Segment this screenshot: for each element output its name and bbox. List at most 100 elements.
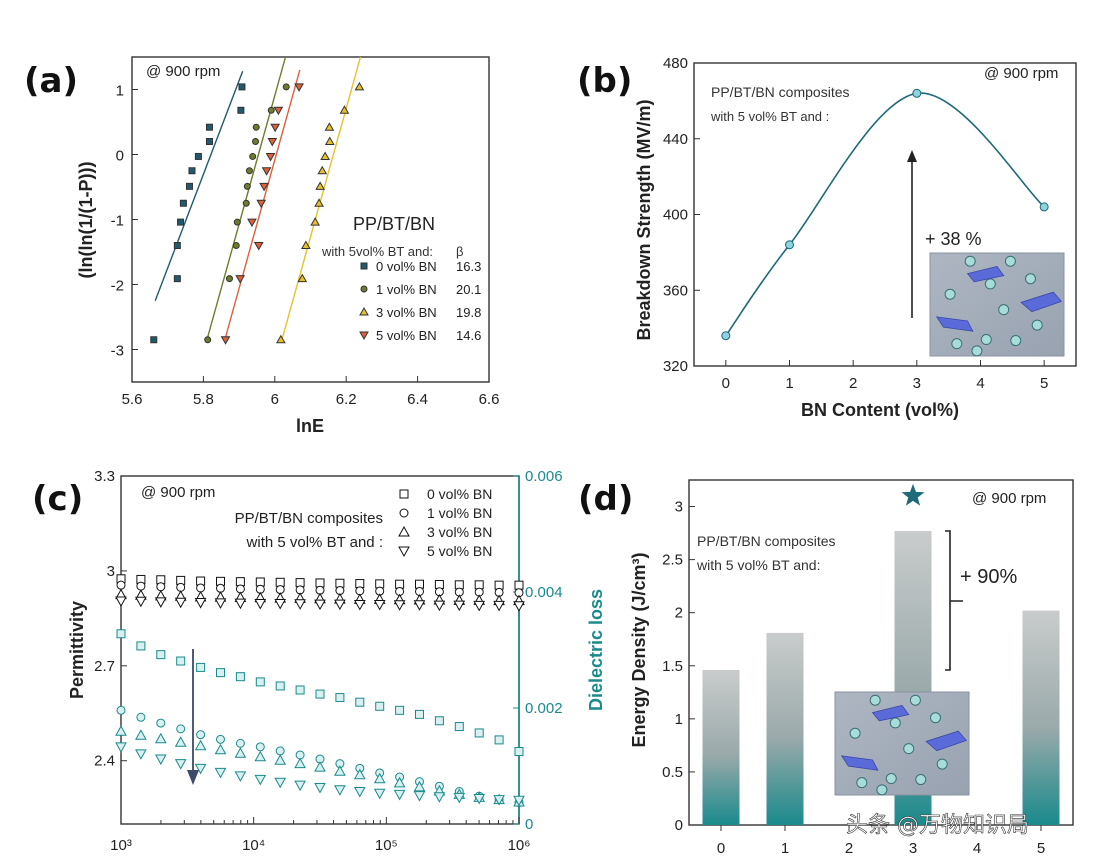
- panel-a-data-point: [300, 240, 311, 249]
- panel-a-data-point: [194, 152, 202, 160]
- panel-c-y2-tick-label: 0.006: [525, 468, 563, 485]
- panel-c-permittivity-point: [493, 600, 505, 612]
- panel-a-data-point: [185, 182, 193, 190]
- panel-a-data-point: [324, 136, 335, 145]
- panel-c-loss-point: [314, 782, 326, 794]
- panel-b-x-tick-label: 1: [785, 375, 793, 392]
- panel-c-permittivity-point: [453, 600, 466, 612]
- panel-c-y-tick-label: 3: [107, 563, 115, 580]
- panel-c-legend-marker: [398, 546, 410, 558]
- panel-b-ylabel: Breakdown Strength (MV/m): [634, 99, 654, 340]
- panel-a-data-point: [273, 106, 284, 116]
- panel-c-loss-point: [334, 765, 346, 776]
- panel-c-loss-point: [116, 705, 126, 715]
- panel-b-increase-label: + 38 %: [925, 229, 982, 249]
- panel-a-label: (a): [24, 61, 78, 101]
- panel-d-y-tick-label: 2: [675, 605, 683, 622]
- panel-a-data-point: [179, 199, 187, 207]
- panel-a-data-point: [256, 199, 267, 209]
- panel-c-permittivity-point: [135, 596, 147, 608]
- panel-a-data-point: [205, 138, 213, 145]
- panel-c-permittivity-point: [116, 580, 126, 590]
- panel-d-annotation: @ 900 rpm: [972, 490, 1046, 507]
- panel-c-loss-point: [136, 641, 146, 651]
- panel-c-y2label: Dielectric loss: [586, 589, 606, 711]
- panel-a-x-tick-label: 6.4: [407, 391, 428, 408]
- panel-a-data-point: [320, 151, 330, 160]
- panel-c-loss-point: [235, 738, 245, 748]
- panel-a-data-point: [220, 336, 231, 345]
- panel-d-y-tick-label: 2.5: [662, 552, 683, 569]
- panel-a-xlabel: lnE: [296, 416, 324, 436]
- panel-a-legend-beta-header: β: [456, 244, 463, 259]
- panel-a-legend-beta: 16.3: [456, 259, 481, 274]
- panel-c-permittivity-point: [156, 582, 166, 592]
- panel-c-loss-point: [174, 736, 187, 747]
- panel-d-plot-frame: [688, 479, 1074, 826]
- panel-b-y-tick-label: 400: [663, 207, 688, 224]
- panel-a-data-point: [235, 275, 246, 284]
- panel-c-legend-label: 3 vol% BN: [427, 524, 492, 540]
- panel-c-permittivity-point: [353, 599, 366, 611]
- panel-b-annotation: @ 900 rpm: [984, 65, 1058, 82]
- panel-a-fit-line: [206, 56, 287, 340]
- panel-c-y-tick-label: 3.3: [94, 468, 115, 485]
- panel-d-x-tick-label: 2: [845, 840, 853, 857]
- panel-a-data-point: [205, 123, 213, 131]
- panel-d-bt-particle-icon: [889, 717, 901, 729]
- panel-b-note-line2: with 5 vol% BT and :: [710, 109, 829, 124]
- panel-c-legend-marker: [399, 508, 409, 518]
- panel-c-permittivity-point: [513, 601, 525, 612]
- panel-c-loss-point: [115, 742, 127, 753]
- panel-b: (b) 0 1 2 3 4 5 320 360 400 440 480 @ 900 rpm PP/B…: [577, 55, 1077, 420]
- panel-d-x-tick-label: 3: [909, 840, 917, 857]
- panel-d-x-tick-label: 4: [973, 840, 981, 857]
- panel-a-data-point: [177, 218, 185, 226]
- panel-c-loss-point: [295, 685, 305, 695]
- panel-b-bt-particle-icon: [1010, 335, 1022, 347]
- panel-c-loss-point: [314, 761, 326, 772]
- panel-d-x-tick-label: 1: [781, 840, 789, 857]
- panel-c-y-tick-label: 2.7: [94, 658, 115, 675]
- panel-d-bt-particle-icon: [869, 694, 881, 706]
- panel-c-permittivity-point: [154, 597, 167, 608]
- panel-c-loss-point: [355, 697, 365, 707]
- panel-d-y-tick-label: 0.5: [662, 764, 683, 781]
- panel-a-legend-label: 1 vol% BN: [376, 282, 437, 297]
- panel-a-legend-marker: [359, 331, 369, 341]
- panel-a-data-point: [225, 275, 233, 283]
- panel-a-data-point: [282, 83, 290, 91]
- panel-c-loss-point: [334, 785, 346, 796]
- panel-c-legend-label: 5 vol% BN: [427, 543, 492, 559]
- panel-c-x-tick-label: 10⁶: [508, 837, 531, 854]
- panel-c-permittivity-point: [433, 600, 446, 612]
- panel-a-ylabel: (ln(ln(1/(1-P))): [76, 162, 96, 279]
- panel-d-bt-particle-icon: [885, 773, 897, 785]
- panel-a-data-point: [243, 182, 251, 190]
- panel-a-y-tick-label: -1: [111, 213, 124, 230]
- panel-c-x-tick-label: 10⁵: [375, 837, 398, 854]
- panel-a-data-point: [354, 81, 365, 91]
- panel-c-note-line2: with 5 vol% BT and :: [246, 534, 383, 551]
- panel-a-data-point: [310, 217, 321, 226]
- panel-c-loss-point: [255, 742, 265, 752]
- panel-c-loss-point: [434, 716, 444, 726]
- panel-b-schematic-inset: [929, 252, 1065, 357]
- panel-d-label: (d): [578, 479, 633, 519]
- panel-a-data-point: [173, 242, 181, 249]
- panel-d-bt-particle-icon: [909, 694, 921, 706]
- panel-c-permittivity-point: [334, 599, 346, 611]
- panel-a-data-point: [297, 273, 308, 283]
- panel-c-x-tick-label: 10⁴: [242, 837, 265, 854]
- panel-c-loss-point: [373, 772, 386, 784]
- panel-b-data-point: [785, 240, 794, 250]
- panel-c-loss-point: [235, 672, 245, 682]
- panel-a-data-point: [276, 334, 286, 344]
- panel-b-arrow-head-icon: [907, 150, 917, 162]
- panel-c-loss-point: [154, 732, 167, 744]
- panel-a-data-point: [252, 138, 260, 145]
- panel-b-bn-platelet-icon: [1020, 291, 1063, 313]
- panel-d-increase-bracket: [945, 530, 963, 671]
- panel-c-loss-point: [474, 728, 484, 738]
- panel-c-loss-point: [395, 705, 405, 715]
